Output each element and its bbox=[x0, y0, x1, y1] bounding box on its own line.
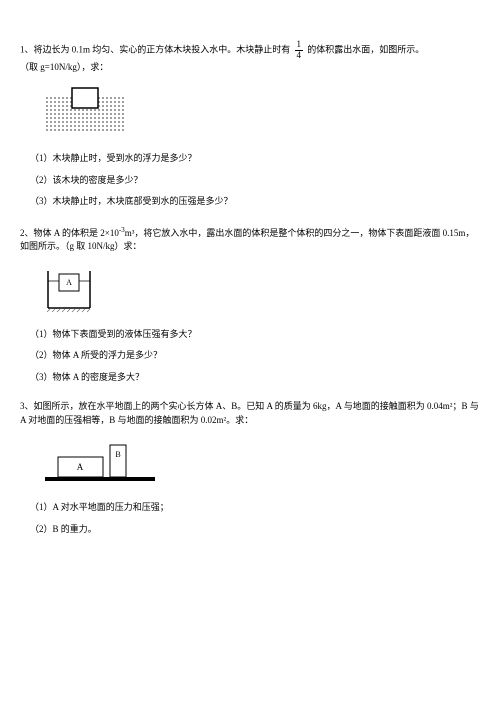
figure-2-svg: A bbox=[40, 266, 100, 316]
problem-3-text: 3、如图所示，放在水平地面上的两个实心长方体 A、B。已知 A 的质量为 6kg… bbox=[20, 400, 480, 427]
figure-1-svg bbox=[40, 86, 130, 140]
figure-3-label-b: B bbox=[115, 450, 120, 459]
problem-2-sub3: （3）物体 A 的密度是多大？ bbox=[30, 371, 480, 385]
problem-1-line2: （取 g=10N/kg），求： bbox=[20, 61, 480, 75]
problem-2-sub1: （1）物体下表面受到的液体压强有多大？ bbox=[30, 328, 480, 342]
fraction: 14 bbox=[295, 40, 304, 61]
figure-1 bbox=[40, 86, 480, 140]
problem-1-sub2: （2）该木块的密度是多少？ bbox=[30, 174, 480, 188]
problem-1-part2: 的体积露出水面，如图所示。 bbox=[305, 44, 424, 54]
problem-2-unit: m³ bbox=[125, 228, 135, 238]
problem-2: 2、物体 A 的体积是 2×10-3m³，将它放入水中，露出水面的体积是整个体积… bbox=[20, 225, 480, 385]
problem-2-part1: 物体 A 的体积是 2×10 bbox=[34, 228, 119, 238]
figure-3-svg: A B bbox=[40, 439, 160, 489]
problem-1-part1: 将边长为 0.1m 均匀、实心的正方体木块投入水中。木块静止时有 bbox=[34, 44, 293, 54]
problem-3-sub1: （1）A 对水平地面的压力和压强； bbox=[30, 501, 480, 515]
figure-3-label-a: A bbox=[77, 462, 84, 472]
problem-3: 3、如图所示，放在水平地面上的两个实心长方体 A、B。已知 A 的质量为 6kg… bbox=[20, 400, 480, 536]
fraction-den: 4 bbox=[295, 51, 304, 61]
figure-3: A B bbox=[40, 439, 480, 489]
problem-1-sub3: （3）木块静止时，木块底部受到水的压强是多少？ bbox=[30, 195, 480, 209]
problem-2-text: 2、物体 A 的体积是 2×10-3m³，将它放入水中，露出水面的体积是整个体积… bbox=[20, 225, 480, 254]
problem-1-sub1: （1）木块静止时，受到水的浮力是多少？ bbox=[30, 152, 480, 166]
problem-3-number: 3、 bbox=[20, 401, 34, 411]
problem-3-body: 如图所示，放在水平地面上的两个实心长方体 A、B。已知 A 的质量为 6kg，A… bbox=[20, 401, 479, 425]
problem-3-sub2: （2）B 的重力。 bbox=[30, 523, 480, 537]
problem-2-sub2: （2）物体 A 所受的浮力是多少？ bbox=[30, 349, 480, 363]
problem-1-text: 1、将边长为 0.1m 均匀、实心的正方体木块投入水中。木块静止时有 14 的体… bbox=[20, 40, 480, 74]
figure-2-label-a: A bbox=[66, 278, 72, 287]
figure-2: A bbox=[40, 266, 480, 316]
problem-2-number: 2、 bbox=[20, 228, 34, 238]
problem-1: 1、将边长为 0.1m 均匀、实心的正方体木块投入水中。木块静止时有 14 的体… bbox=[20, 40, 480, 209]
problem-1-number: 1、 bbox=[20, 44, 34, 54]
